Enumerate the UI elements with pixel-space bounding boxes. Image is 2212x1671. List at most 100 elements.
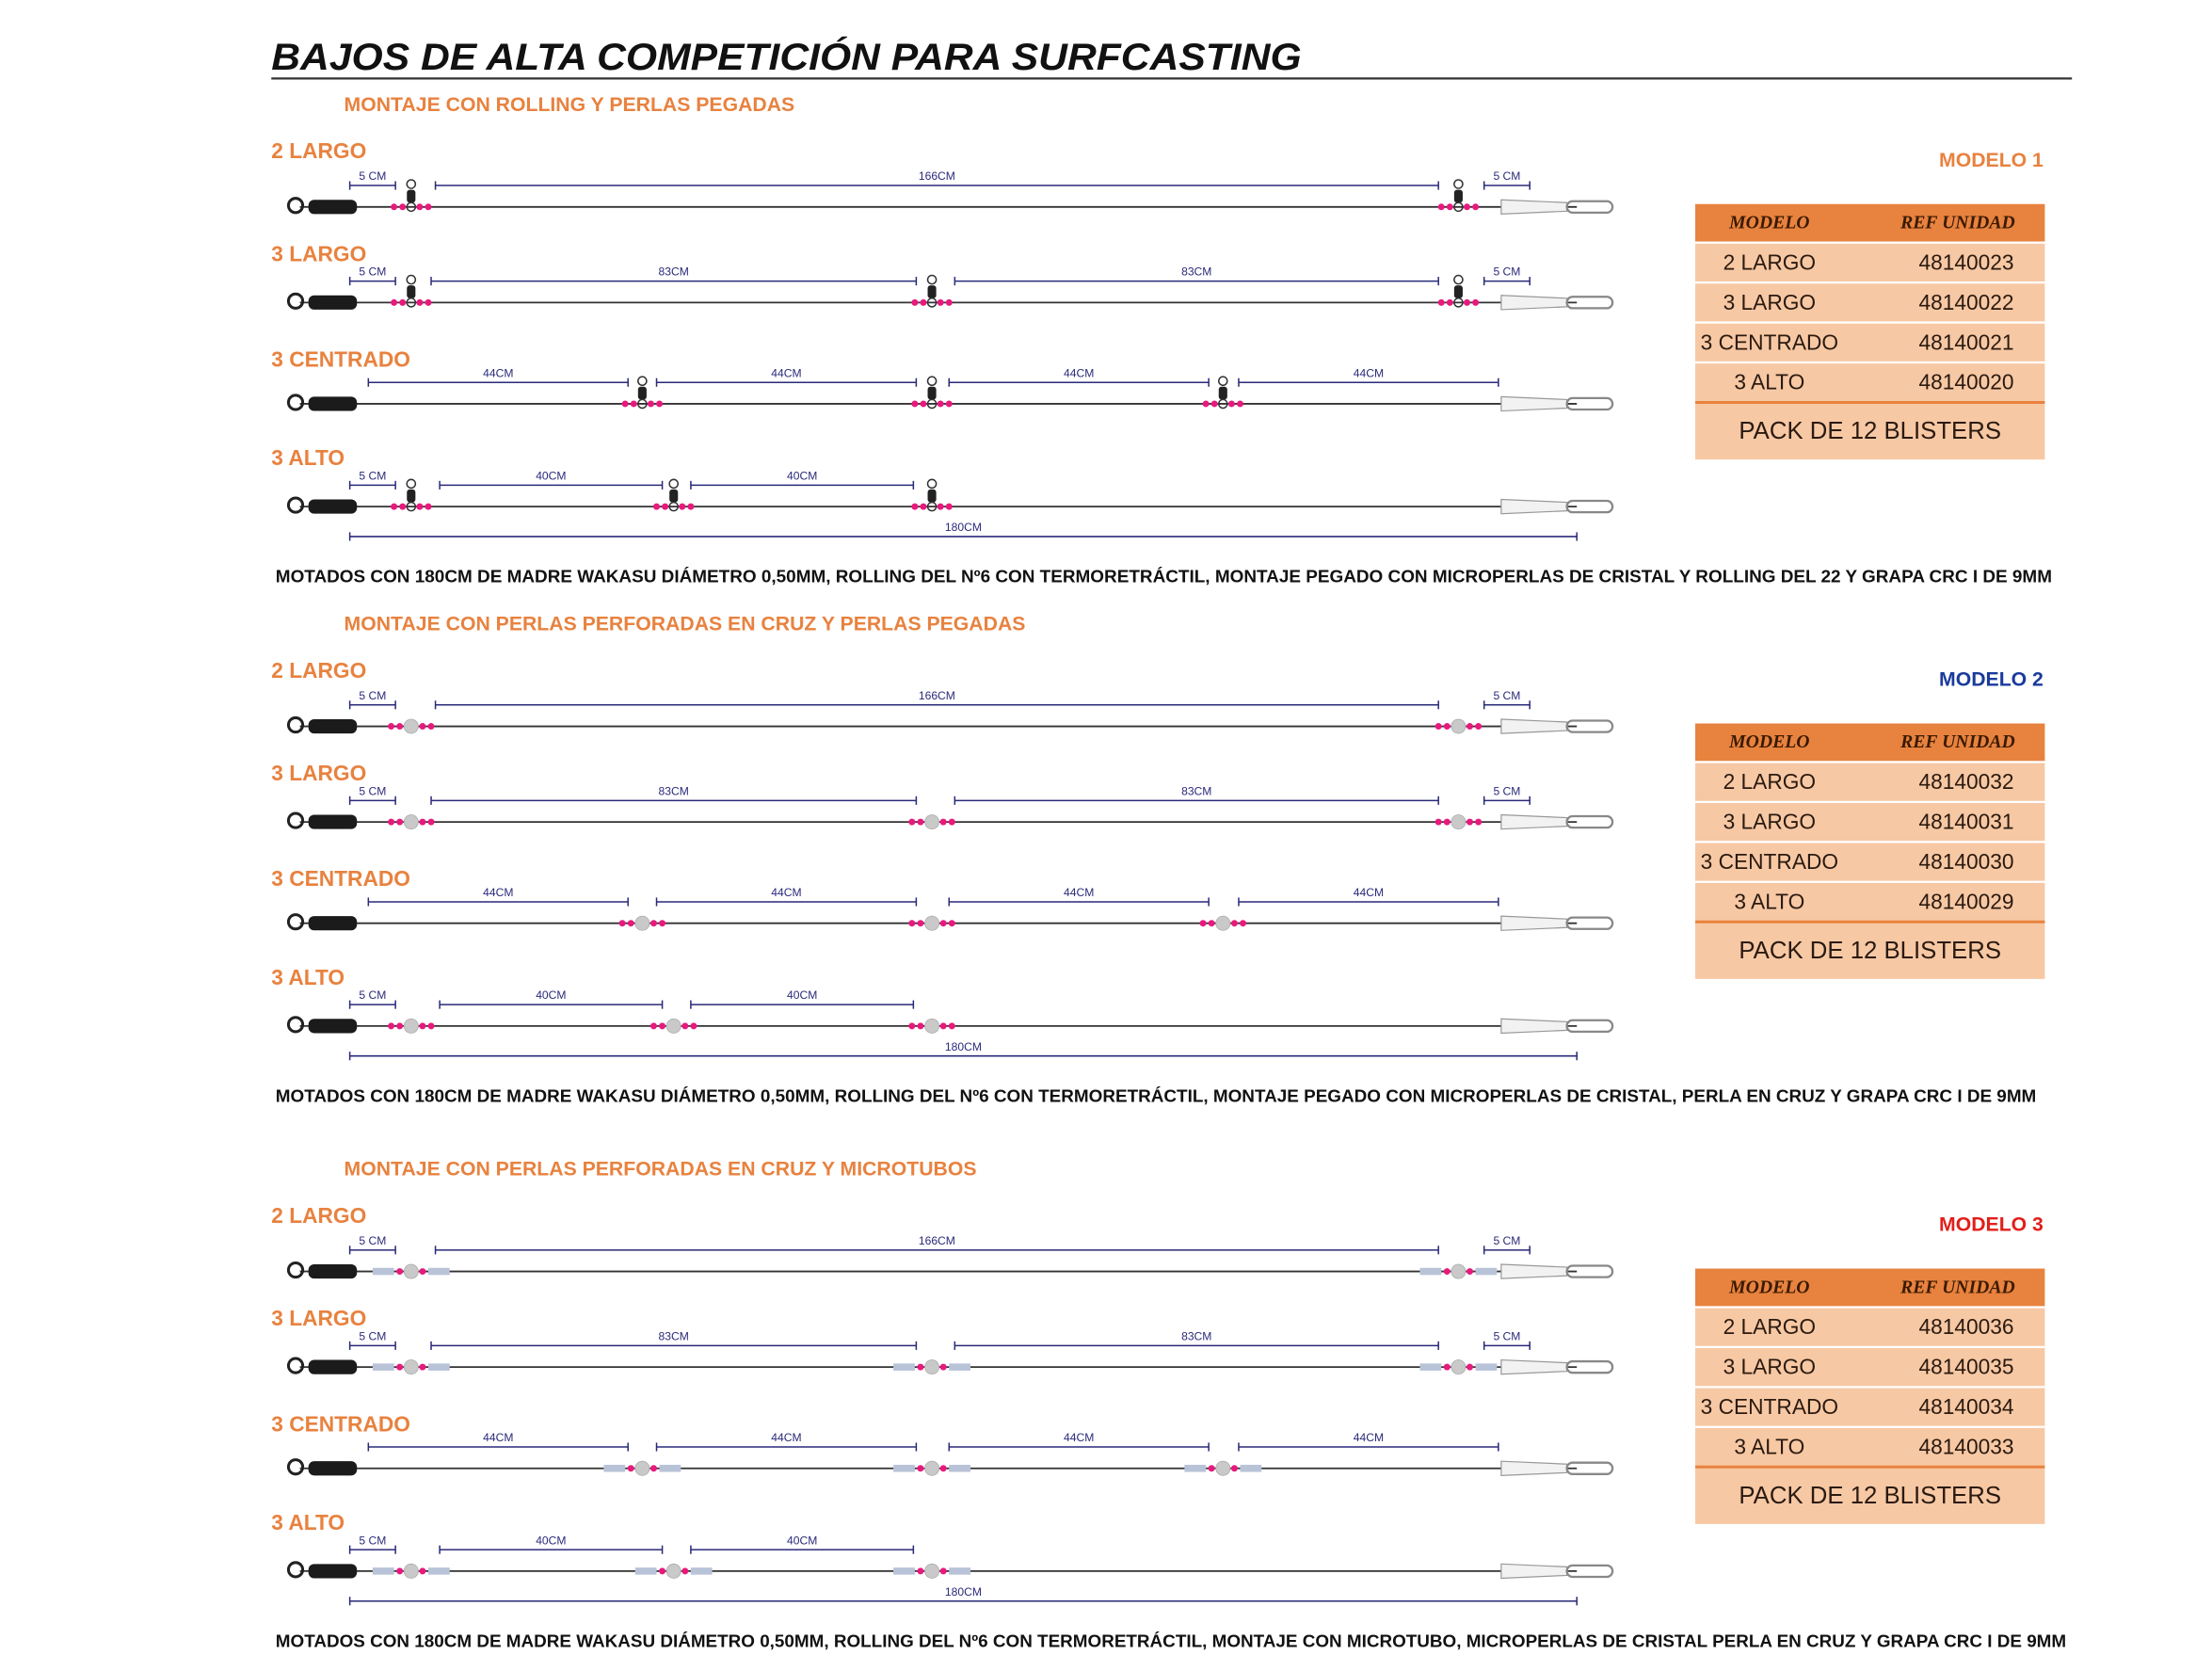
micro-bead xyxy=(396,723,404,731)
micro-bead xyxy=(939,920,947,927)
micro-bead xyxy=(911,503,919,510)
cross-bead xyxy=(1451,718,1467,734)
swivel-body xyxy=(637,386,647,400)
swivel-ring xyxy=(668,501,680,512)
dimension-label: 44CM xyxy=(771,886,801,899)
swivel-ring xyxy=(1453,274,1464,285)
dimension-label: 180CM xyxy=(945,1585,982,1599)
rig-name: 3 LARGO xyxy=(271,1306,366,1330)
micro-bead xyxy=(917,1022,924,1030)
micro-bead xyxy=(653,503,661,510)
snap-clip xyxy=(1500,1018,1568,1035)
micro-bead xyxy=(627,1465,634,1472)
dimension-label: 180CM xyxy=(945,1040,982,1053)
micro-bead xyxy=(1467,818,1474,826)
micro-bead xyxy=(396,818,404,826)
cross-bead xyxy=(403,814,419,830)
microtube xyxy=(893,1363,915,1371)
table-row xyxy=(1695,1307,2045,1347)
table-row xyxy=(1695,762,2045,802)
micro-bead xyxy=(920,503,927,510)
micro-bead xyxy=(908,818,916,826)
cross-bead xyxy=(1215,1460,1231,1476)
micro-bead xyxy=(416,203,424,211)
micro-bead xyxy=(388,1022,395,1030)
section-subtitle: MONTAJE CON PERLAS PERFORADAS EN CRUZ Y … xyxy=(345,1159,977,1181)
dimension-label: 83CM xyxy=(659,265,689,279)
sleeve xyxy=(308,1263,358,1279)
dimension-label: 5 CM xyxy=(1493,1234,1520,1247)
micro-bead xyxy=(425,503,432,510)
micro-bead xyxy=(396,1567,404,1575)
table-cell: 48140034 xyxy=(1918,1394,2013,1419)
micro-bead xyxy=(1443,818,1451,826)
microtube xyxy=(372,1363,394,1371)
snap-clip xyxy=(1500,295,1568,311)
micro-bead xyxy=(908,920,916,927)
dimension-label: 83CM xyxy=(1181,265,1211,279)
cross-bead xyxy=(924,1359,940,1375)
table-row xyxy=(1695,1387,2045,1427)
rig-name: 3 CENTRADO xyxy=(271,866,410,891)
end-ring xyxy=(286,496,305,514)
rig-name: 3 ALTO xyxy=(271,445,345,470)
microtube xyxy=(427,1363,450,1371)
microtube xyxy=(372,1267,394,1276)
snap-clip xyxy=(1500,915,1568,931)
cross-bead xyxy=(403,1263,419,1279)
dimension-label: 40CM xyxy=(536,469,566,482)
table-cell: 48140030 xyxy=(1918,849,2013,874)
end-ring xyxy=(286,811,305,829)
swivel-ring xyxy=(637,376,648,387)
sleeve xyxy=(308,1461,358,1476)
table-footer xyxy=(1695,402,2045,460)
swivel-ring xyxy=(1217,376,1228,387)
micro-bead xyxy=(391,203,398,211)
swivel-body xyxy=(1453,285,1463,298)
dimension-label: 40CM xyxy=(536,1534,566,1547)
swivel-ring xyxy=(1217,398,1228,410)
end-ring xyxy=(286,292,305,310)
micro-bead xyxy=(427,818,435,826)
assembly-note: MOTADOS CON 180CM DE MADRE WAKASU DIÁMET… xyxy=(276,567,2052,586)
micro-bead xyxy=(396,1022,404,1030)
micro-bead xyxy=(659,920,666,927)
micro-bead xyxy=(948,818,955,826)
micro-bead xyxy=(917,1567,924,1575)
dimension-label: 166CM xyxy=(919,689,955,702)
micro-bead xyxy=(425,203,432,211)
dimension-label: 5 CM xyxy=(359,169,386,183)
microtube xyxy=(949,1567,970,1575)
dimension-label: 5 CM xyxy=(359,265,386,279)
table-header xyxy=(1695,723,2045,763)
snap-ring xyxy=(1565,916,1614,930)
rig-name: 3 LARGO xyxy=(271,241,366,265)
micro-bead xyxy=(396,1268,404,1276)
micro-bead xyxy=(1199,920,1207,927)
micro-bead xyxy=(681,1567,689,1575)
swivel-ring xyxy=(406,201,417,213)
swivel-ring xyxy=(406,478,417,490)
table-cell: 3 ALTO xyxy=(1734,370,1804,394)
sleeve xyxy=(308,814,358,829)
dimension-label: 83CM xyxy=(1181,784,1211,797)
micro-bead xyxy=(939,818,947,826)
table-cell: 3 LARGO xyxy=(1723,1355,1817,1379)
dimension-label: 83CM xyxy=(1181,1330,1211,1343)
table-row xyxy=(1695,1426,2045,1468)
rig-name: 3 CENTRADO xyxy=(271,1411,410,1436)
micro-bead xyxy=(425,298,432,306)
micro-bead xyxy=(391,298,398,306)
table-cell: 48140029 xyxy=(1918,890,2013,914)
micro-bead xyxy=(419,1268,426,1276)
micro-bead xyxy=(1435,818,1442,826)
dimension-label: 44CM xyxy=(1354,1431,1384,1444)
snap-ring xyxy=(1565,1461,1614,1475)
micro-bead xyxy=(1467,1363,1474,1371)
table-row xyxy=(1695,881,2045,923)
sleeve xyxy=(308,499,358,514)
micro-bead xyxy=(679,503,686,510)
micro-bead xyxy=(690,1022,697,1030)
micro-bead xyxy=(627,920,634,927)
dimension-label: 40CM xyxy=(536,988,566,1002)
